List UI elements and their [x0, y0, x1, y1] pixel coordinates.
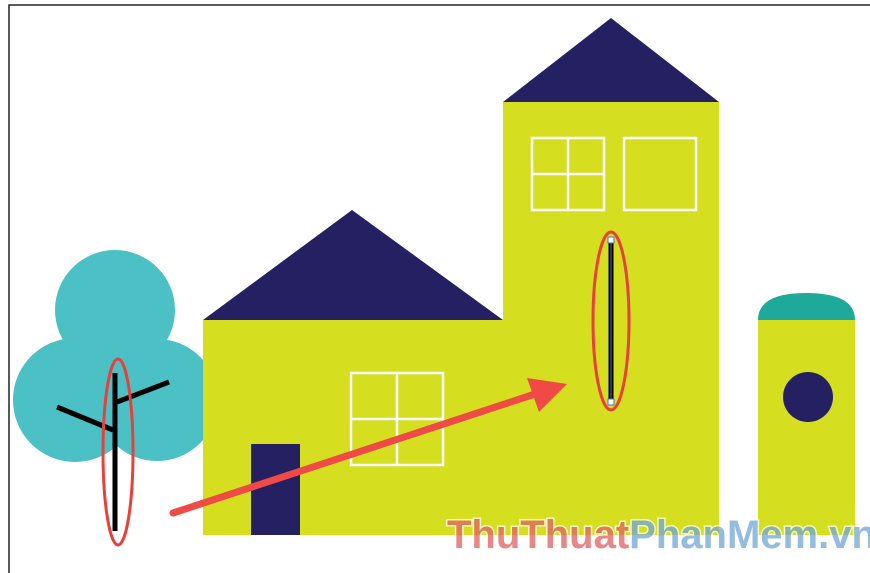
anchor-handle	[607, 398, 615, 406]
highlight-ellipse	[591, 230, 631, 412]
highlight-ellipse	[101, 357, 135, 547]
watermark: ThuThuatPhanMem.vn	[447, 513, 870, 557]
windows	[349, 136, 698, 467]
small-tower-dome	[758, 293, 855, 320]
small-tower-window	[783, 372, 833, 422]
watermark-part: .vn	[818, 513, 870, 557]
small-tower	[758, 293, 855, 535]
arrow-shaft	[169, 390, 539, 517]
house	[203, 18, 719, 535]
tree-branch	[116, 379, 170, 405]
small-tower-body	[758, 320, 855, 535]
house-body	[203, 320, 504, 535]
window-cross	[351, 373, 443, 465]
watermark-part: PhanMem	[629, 513, 818, 557]
anchor-handle	[607, 236, 615, 244]
tower-roof	[503, 18, 719, 102]
arrow-head	[527, 378, 567, 412]
door	[251, 444, 300, 535]
arrow	[169, 378, 567, 517]
window-cross	[532, 138, 604, 210]
watermark-part: ThuThuat	[447, 513, 629, 557]
window	[622, 136, 698, 212]
tree	[13, 250, 218, 531]
canvas-border	[8, 4, 870, 573]
house-roof	[203, 210, 503, 320]
